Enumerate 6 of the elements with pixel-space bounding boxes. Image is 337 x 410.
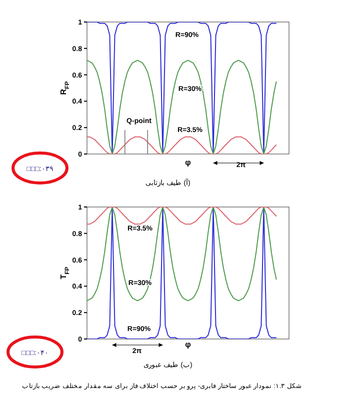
line-series	[86, 207, 277, 225]
x-axis-title: φ	[185, 340, 192, 349]
line-series	[86, 207, 277, 302]
line-series	[86, 136, 277, 154]
x-axis-title: φ	[185, 158, 192, 167]
line-series	[86, 60, 277, 154]
